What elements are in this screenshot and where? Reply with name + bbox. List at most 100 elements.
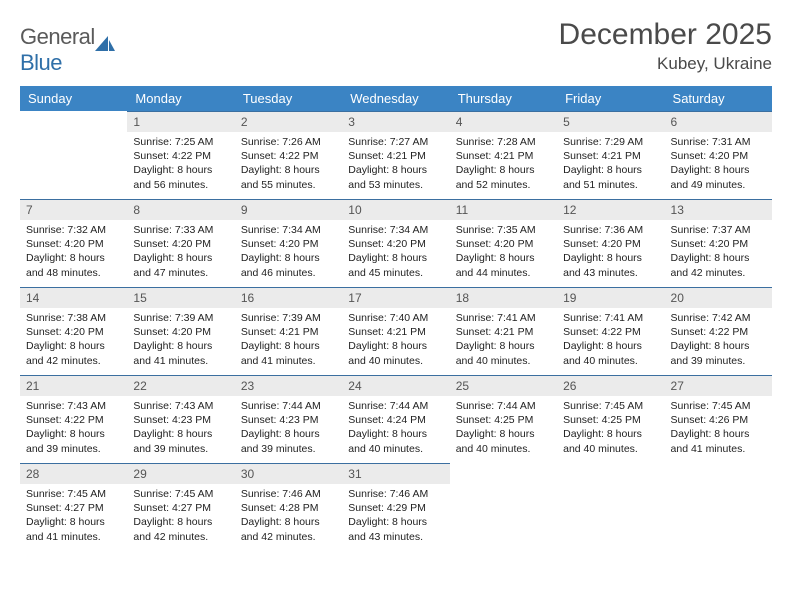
calendar-day-cell: 31Sunrise: 7:46 AMSunset: 4:29 PMDayligh… <box>342 463 449 551</box>
day-number: 12 <box>557 199 664 220</box>
day-number: 25 <box>450 375 557 396</box>
day-details: Sunrise: 7:45 AMSunset: 4:25 PMDaylight:… <box>557 396 664 460</box>
day-number: 1 <box>127 111 234 132</box>
title-block: December 2025 Kubey, Ukraine <box>559 18 772 74</box>
day-number: 30 <box>235 463 342 484</box>
calendar-week-row: 28Sunrise: 7:45 AMSunset: 4:27 PMDayligh… <box>20 463 772 551</box>
calendar-day-cell: 11Sunrise: 7:35 AMSunset: 4:20 PMDayligh… <box>450 199 557 287</box>
day-number: 4 <box>450 111 557 132</box>
day-details: Sunrise: 7:36 AMSunset: 4:20 PMDaylight:… <box>557 220 664 284</box>
calendar-day-cell: 27Sunrise: 7:45 AMSunset: 4:26 PMDayligh… <box>665 375 772 463</box>
calendar-header-row: SundayMondayTuesdayWednesdayThursdayFrid… <box>20 86 772 111</box>
day-number: 31 <box>342 463 449 484</box>
day-details: Sunrise: 7:46 AMSunset: 4:28 PMDaylight:… <box>235 484 342 548</box>
calendar-day-cell: 4Sunrise: 7:28 AMSunset: 4:21 PMDaylight… <box>450 111 557 199</box>
calendar-day-cell: 16Sunrise: 7:39 AMSunset: 4:21 PMDayligh… <box>235 287 342 375</box>
page-subtitle: Kubey, Ukraine <box>559 54 772 74</box>
day-details: Sunrise: 7:45 AMSunset: 4:26 PMDaylight:… <box>665 396 772 460</box>
calendar-day-cell: 17Sunrise: 7:40 AMSunset: 4:21 PMDayligh… <box>342 287 449 375</box>
day-details: Sunrise: 7:43 AMSunset: 4:22 PMDaylight:… <box>20 396 127 460</box>
day-number: 16 <box>235 287 342 308</box>
calendar-day-cell: 14Sunrise: 7:38 AMSunset: 4:20 PMDayligh… <box>20 287 127 375</box>
calendar-day-cell: 2Sunrise: 7:26 AMSunset: 4:22 PMDaylight… <box>235 111 342 199</box>
day-number: 9 <box>235 199 342 220</box>
day-details: Sunrise: 7:39 AMSunset: 4:21 PMDaylight:… <box>235 308 342 372</box>
day-details: Sunrise: 7:34 AMSunset: 4:20 PMDaylight:… <box>342 220 449 284</box>
calendar-week-row: 21Sunrise: 7:43 AMSunset: 4:22 PMDayligh… <box>20 375 772 463</box>
day-details: Sunrise: 7:32 AMSunset: 4:20 PMDaylight:… <box>20 220 127 284</box>
logo-word2: Blue <box>20 50 62 75</box>
calendar-day-cell: 6Sunrise: 7:31 AMSunset: 4:20 PMDaylight… <box>665 111 772 199</box>
weekday-header: Monday <box>127 86 234 111</box>
header: General Blue December 2025 Kubey, Ukrain… <box>20 18 772 76</box>
day-details: Sunrise: 7:29 AMSunset: 4:21 PMDaylight:… <box>557 132 664 196</box>
day-number: 20 <box>665 287 772 308</box>
day-number: 23 <box>235 375 342 396</box>
day-details: Sunrise: 7:45 AMSunset: 4:27 PMDaylight:… <box>127 484 234 548</box>
calendar-day-cell: 9Sunrise: 7:34 AMSunset: 4:20 PMDaylight… <box>235 199 342 287</box>
day-number: 24 <box>342 375 449 396</box>
weekday-header: Thursday <box>450 86 557 111</box>
day-number: 6 <box>665 111 772 132</box>
calendar-day-cell: 26Sunrise: 7:45 AMSunset: 4:25 PMDayligh… <box>557 375 664 463</box>
weekday-header: Tuesday <box>235 86 342 111</box>
day-details: Sunrise: 7:44 AMSunset: 4:23 PMDaylight:… <box>235 396 342 460</box>
day-number: 28 <box>20 463 127 484</box>
day-details: Sunrise: 7:33 AMSunset: 4:20 PMDaylight:… <box>127 220 234 284</box>
calendar-day-cell: 19Sunrise: 7:41 AMSunset: 4:22 PMDayligh… <box>557 287 664 375</box>
day-number: 13 <box>665 199 772 220</box>
day-details: Sunrise: 7:41 AMSunset: 4:22 PMDaylight:… <box>557 308 664 372</box>
logo: General Blue <box>20 18 115 76</box>
day-number: 8 <box>127 199 234 220</box>
calendar-day-cell: 24Sunrise: 7:44 AMSunset: 4:24 PMDayligh… <box>342 375 449 463</box>
calendar-day-cell: 18Sunrise: 7:41 AMSunset: 4:21 PMDayligh… <box>450 287 557 375</box>
day-details: Sunrise: 7:25 AMSunset: 4:22 PMDaylight:… <box>127 132 234 196</box>
day-number: 2 <box>235 111 342 132</box>
logo-text: General Blue <box>20 24 95 76</box>
day-number: 22 <box>127 375 234 396</box>
calendar-day-cell <box>20 111 127 199</box>
calendar-day-cell: 25Sunrise: 7:44 AMSunset: 4:25 PMDayligh… <box>450 375 557 463</box>
calendar-day-cell: 1Sunrise: 7:25 AMSunset: 4:22 PMDaylight… <box>127 111 234 199</box>
day-number: 17 <box>342 287 449 308</box>
day-details: Sunrise: 7:44 AMSunset: 4:25 PMDaylight:… <box>450 396 557 460</box>
day-details: Sunrise: 7:44 AMSunset: 4:24 PMDaylight:… <box>342 396 449 460</box>
day-details: Sunrise: 7:43 AMSunset: 4:23 PMDaylight:… <box>127 396 234 460</box>
calendar-day-cell: 21Sunrise: 7:43 AMSunset: 4:22 PMDayligh… <box>20 375 127 463</box>
page-title: December 2025 <box>559 18 772 52</box>
day-number: 11 <box>450 199 557 220</box>
weekday-header: Wednesday <box>342 86 449 111</box>
calendar-day-cell: 12Sunrise: 7:36 AMSunset: 4:20 PMDayligh… <box>557 199 664 287</box>
calendar-day-cell: 29Sunrise: 7:45 AMSunset: 4:27 PMDayligh… <box>127 463 234 551</box>
day-details: Sunrise: 7:42 AMSunset: 4:22 PMDaylight:… <box>665 308 772 372</box>
calendar-week-row: 1Sunrise: 7:25 AMSunset: 4:22 PMDaylight… <box>20 111 772 199</box>
day-number: 19 <box>557 287 664 308</box>
day-details: Sunrise: 7:27 AMSunset: 4:21 PMDaylight:… <box>342 132 449 196</box>
calendar-body: 1Sunrise: 7:25 AMSunset: 4:22 PMDaylight… <box>20 111 772 551</box>
calendar-day-cell: 22Sunrise: 7:43 AMSunset: 4:23 PMDayligh… <box>127 375 234 463</box>
sail-icon <box>95 36 115 52</box>
calendar-day-cell: 5Sunrise: 7:29 AMSunset: 4:21 PMDaylight… <box>557 111 664 199</box>
calendar-page: General Blue December 2025 Kubey, Ukrain… <box>0 0 792 561</box>
calendar-day-cell <box>557 463 664 551</box>
day-number: 3 <box>342 111 449 132</box>
day-number: 5 <box>557 111 664 132</box>
day-details: Sunrise: 7:39 AMSunset: 4:20 PMDaylight:… <box>127 308 234 372</box>
calendar-day-cell: 7Sunrise: 7:32 AMSunset: 4:20 PMDaylight… <box>20 199 127 287</box>
day-details: Sunrise: 7:26 AMSunset: 4:22 PMDaylight:… <box>235 132 342 196</box>
calendar-day-cell: 23Sunrise: 7:44 AMSunset: 4:23 PMDayligh… <box>235 375 342 463</box>
day-number: 10 <box>342 199 449 220</box>
calendar-day-cell: 3Sunrise: 7:27 AMSunset: 4:21 PMDaylight… <box>342 111 449 199</box>
calendar-day-cell: 28Sunrise: 7:45 AMSunset: 4:27 PMDayligh… <box>20 463 127 551</box>
calendar-day-cell: 8Sunrise: 7:33 AMSunset: 4:20 PMDaylight… <box>127 199 234 287</box>
calendar-day-cell <box>450 463 557 551</box>
day-details: Sunrise: 7:31 AMSunset: 4:20 PMDaylight:… <box>665 132 772 196</box>
logo-word1: General <box>20 24 95 49</box>
day-number: 29 <box>127 463 234 484</box>
calendar-day-cell: 13Sunrise: 7:37 AMSunset: 4:20 PMDayligh… <box>665 199 772 287</box>
weekday-header: Friday <box>557 86 664 111</box>
weekday-header: Saturday <box>665 86 772 111</box>
calendar-table: SundayMondayTuesdayWednesdayThursdayFrid… <box>20 86 772 551</box>
day-number: 7 <box>20 199 127 220</box>
day-details: Sunrise: 7:34 AMSunset: 4:20 PMDaylight:… <box>235 220 342 284</box>
